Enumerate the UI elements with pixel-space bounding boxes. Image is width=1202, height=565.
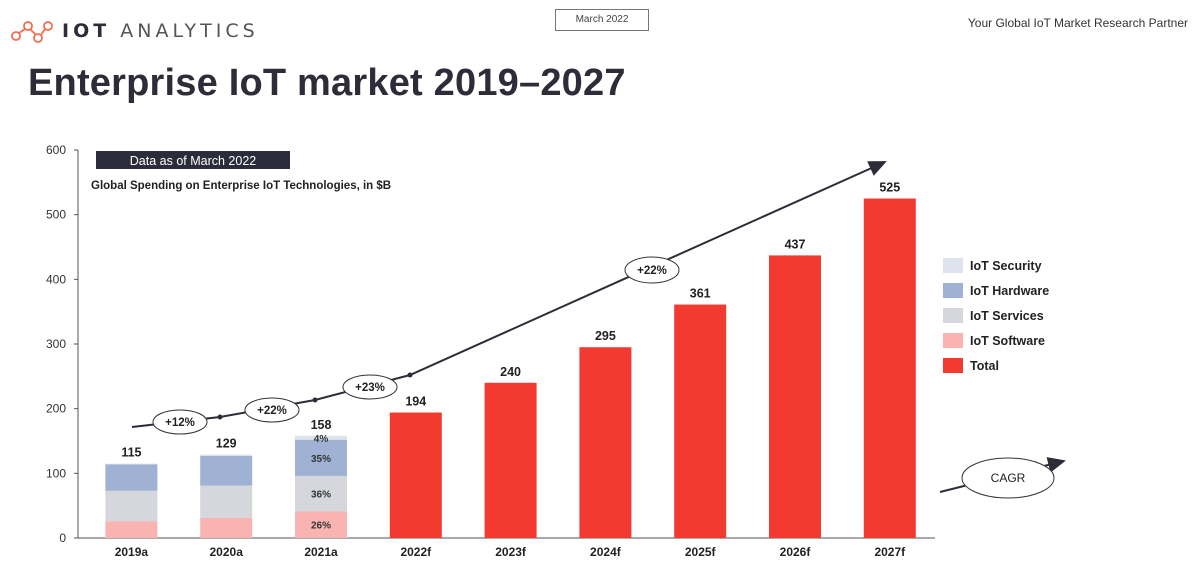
y-tick-label: 600 [46,143,66,157]
cagr-label: CAGR [991,471,1026,485]
y-tick-label: 0 [59,531,66,545]
x-tick-label: 2021a [304,545,338,559]
growth-oval: +23% [342,374,398,400]
bar-segment-hardware [295,439,347,476]
legend-label: IoT Services [970,309,1044,323]
bar-segment-software [295,511,347,538]
x-tick-label: 2023f [495,545,527,559]
bar-segment-hardware [200,455,253,486]
trend-dot [407,372,413,378]
bar-segment-services [295,475,347,512]
bar-value-label: 295 [595,329,616,343]
bar-segment-software [105,521,158,538]
bar-segment-software [200,517,253,538]
bar-total [579,347,632,538]
legend-swatch [943,358,963,373]
bar-segment-services [200,485,253,518]
legend-label: IoT Security [970,259,1042,273]
tagline: Your Global IoT Market Research Partner [967,16,1188,30]
data-note-banner [96,151,290,169]
growth-label: +12% [165,417,195,429]
y-tick-label: 300 [46,337,66,351]
bar-segment-security [295,435,347,440]
bar-total [769,255,821,538]
segment-percent-label: 35% [311,454,331,465]
legend-label: Total [970,359,999,373]
growth-label: +23% [355,382,385,394]
bar-total [389,412,442,538]
bar-value-label: 437 [785,237,806,251]
y-tick-label: 500 [46,208,66,222]
legend: IoT Security IoT Hardware IoT Services IoT … [943,258,1049,373]
bar-segment-services [105,490,158,522]
chart-subtitle: Global Spending on Enterprise IoT Techno… [91,180,391,192]
bar-total [863,198,916,538]
bar-segment-security [200,454,253,456]
x-tick-label: 2025f [685,545,717,559]
bar-segment-security [105,463,158,465]
growth-oval: +12% [152,409,208,435]
bars: 115 129 26% 36% 35% 4% 158 194 240 295 361 437 525 [105,181,916,538]
bar-value-label: 129 [216,437,237,451]
network-icon [11,21,53,43]
bar-segment-hardware [105,464,158,491]
trend-dots [217,372,413,420]
x-tick-label: 2022f [400,545,432,559]
growth-label: +22% [257,405,287,417]
bar-total [484,382,537,538]
x-ticks: 2019a 2020a 2021a 2022f 2023f 2024f 2025f 2026f… [115,545,906,559]
logo: IOT ANALYTICS [10,18,259,44]
trend-dot [312,397,318,403]
y-tick-label: 200 [46,402,66,416]
y-tick-label: 400 [46,272,66,286]
legend-swatch [943,333,963,348]
x-tick-label: 2020a [210,545,244,559]
logo-bold: IOT [62,20,111,42]
bar-value-label: 525 [879,181,900,195]
bar-value-label: 158 [311,418,332,432]
x-tick-label: 2026f [780,545,812,559]
x-tick-label: 2027f [874,545,906,559]
growth-label: +22% [637,265,667,277]
date-badge: March 2022 [555,9,649,31]
x-tick-label: 2019a [115,545,149,559]
bar-value-label: 361 [690,287,711,301]
legend-swatch [943,283,963,298]
logo-light: ANALYTICS [120,20,259,42]
page-title: Enterprise IoT market 2019–2027 [28,62,626,104]
segment-percent-label: 36% [311,490,331,501]
legend-swatch [943,258,963,273]
header: IOT ANALYTICS March 2022 Your Global IoT… [0,0,1202,60]
y-ticks: 0 100 200 300 400 500 600 [46,143,78,545]
growth-oval: +22% [624,256,680,284]
growth-oval: +22% [244,397,300,423]
x-tick-label: 2024f [590,545,622,559]
segment-percent-label: 4% [314,434,329,445]
bar-value-label: 115 [121,446,141,460]
trend-dot [217,414,223,420]
bar-total [674,304,727,538]
legend-swatch [943,308,963,323]
data-note: Data as of March 2022 [130,154,257,168]
y-tick-label: 100 [46,466,66,480]
bar-value-label: 240 [500,365,521,379]
cagr-oval: CAGR [961,457,1055,499]
legend-label: IoT Hardware [970,284,1049,298]
legend-label: IoT Software [970,334,1045,348]
segment-percent-label: 26% [311,521,331,532]
bar-value-label: 194 [405,395,426,409]
